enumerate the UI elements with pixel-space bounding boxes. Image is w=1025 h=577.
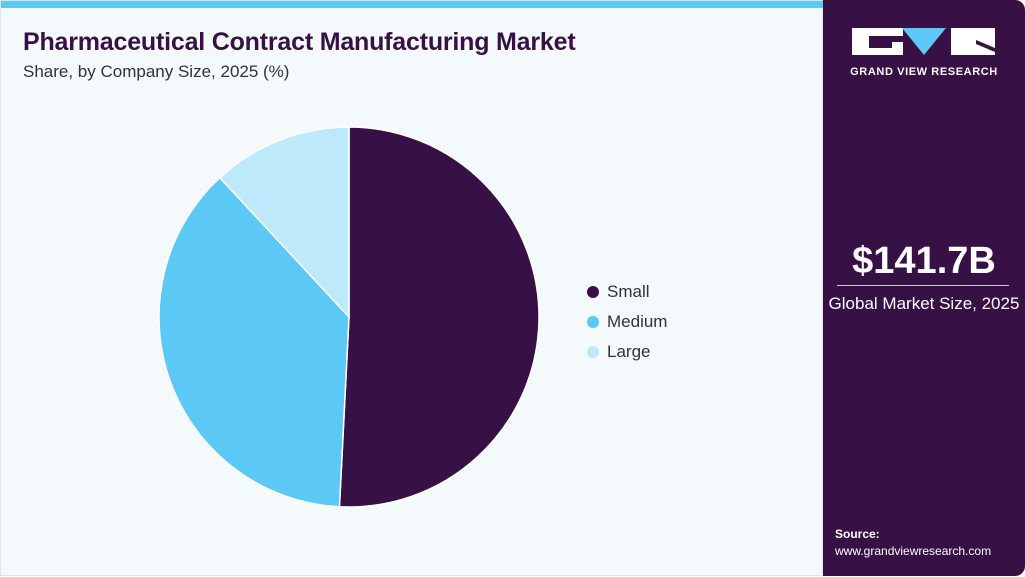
legend-swatch (587, 316, 599, 328)
legend-label: Medium (607, 312, 668, 331)
grand-view-research-logo (852, 28, 995, 55)
legend-item-large: Large (587, 337, 667, 367)
legend-swatch (587, 346, 599, 358)
legend-label: Large (607, 342, 651, 361)
legend-item-small: Small (587, 277, 667, 307)
legend-swatch (587, 286, 599, 298)
pie-slice-small (338, 126, 540, 508)
pie-chart (158, 126, 540, 508)
legend-item-medium: Medium (587, 307, 667, 337)
pie-slice-large (218, 126, 350, 319)
source-label: Source: (835, 527, 880, 541)
chart-title: Pharmaceutical Contract Manufacturing Ma… (23, 28, 576, 56)
chart-panel: Pharmaceutical Contract Manufacturing Ma… (0, 0, 824, 576)
legend: Small Medium Large (587, 277, 667, 367)
source-link[interactable]: www.grandviewresearch.com (835, 544, 992, 558)
legend-label: Small (607, 282, 650, 301)
market-size-value: $141.7B (852, 240, 996, 282)
market-size-label: Global Market Size, 2025 (828, 294, 1020, 313)
logo-text: GRAND VIEW RESEARCH (850, 66, 998, 78)
chart-subtitle: Share, by Company Size, 2025 (%) (23, 62, 290, 81)
divider (837, 285, 1009, 286)
sidebar-panel: GRAND VIEW RESEARCH $141.7B Global Marke… (823, 0, 1025, 576)
accent-bar (1, 1, 824, 8)
pie-slice-medium (158, 176, 350, 508)
source: Source: www.grandviewresearch.com (835, 526, 991, 560)
